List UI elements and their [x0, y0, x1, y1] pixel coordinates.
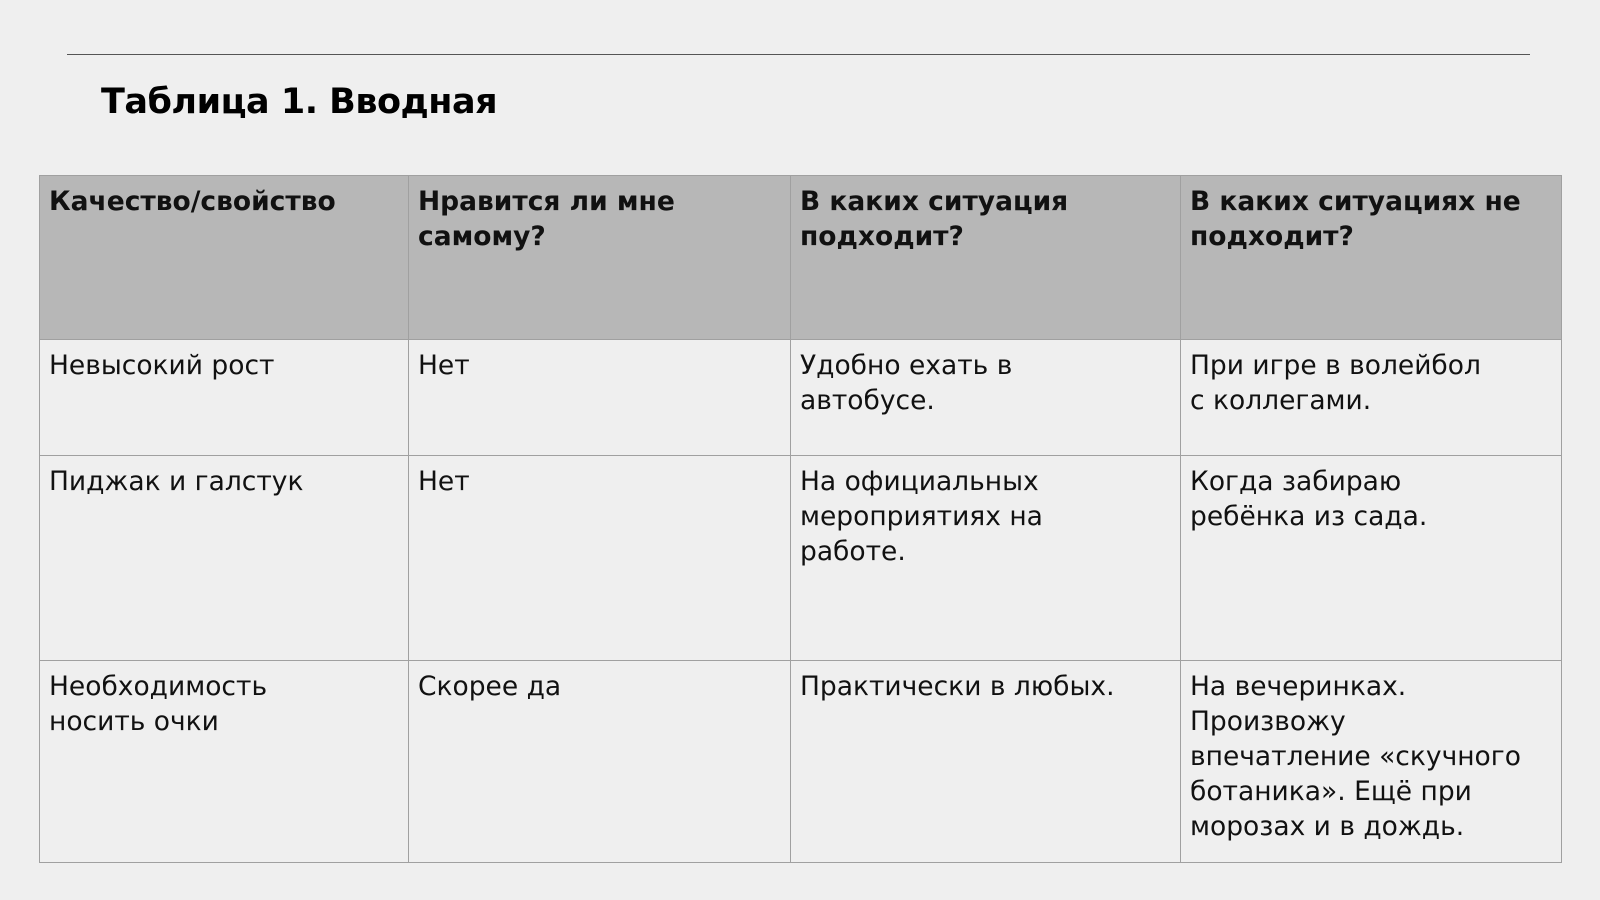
table-row: Необходимость носить очки Скорее да Прак…: [39, 660, 1562, 863]
table-row: Невысокий рост Нет Удобно ехать в автобу…: [39, 339, 1562, 456]
cell-suits: Удобно ехать в автобусе.: [790, 339, 1181, 456]
cell-like: Нет: [408, 455, 791, 661]
cell-like: Скорее да: [408, 660, 791, 863]
intro-table: Качество/свойство Нравится ли мне самому…: [39, 175, 1562, 863]
table-title: Таблица 1. Вводная: [101, 82, 498, 122]
cell-quality: Необходимость носить очки: [39, 660, 409, 863]
cell-like: Нет: [408, 339, 791, 456]
table-row: Пиджак и галстук Нет На официальных меро…: [39, 455, 1562, 661]
top-divider: [67, 54, 1530, 55]
cell-not-suits: На вечеринках. Произвожу впечатление «ск…: [1180, 660, 1562, 863]
cell-not-suits: При игре в волейбол с коллегами.: [1180, 339, 1562, 456]
header-quality: Качество/свойство: [39, 175, 409, 340]
cell-quality: Невысокий рост: [39, 339, 409, 456]
header-not-suits: В каких ситуациях не подходит?: [1180, 175, 1562, 340]
table-header-row: Качество/свойство Нравится ли мне самому…: [39, 175, 1562, 340]
header-suits: В каких ситуация подходит?: [790, 175, 1181, 340]
header-like: Нравится ли мне самому?: [408, 175, 791, 340]
cell-suits: Практически в любых.: [790, 660, 1181, 863]
cell-quality: Пиджак и галстук: [39, 455, 409, 661]
cell-not-suits: Когда забираю ребёнка из сада.: [1180, 455, 1562, 661]
cell-suits: На официальных мероприятиях на работе.: [790, 455, 1181, 661]
